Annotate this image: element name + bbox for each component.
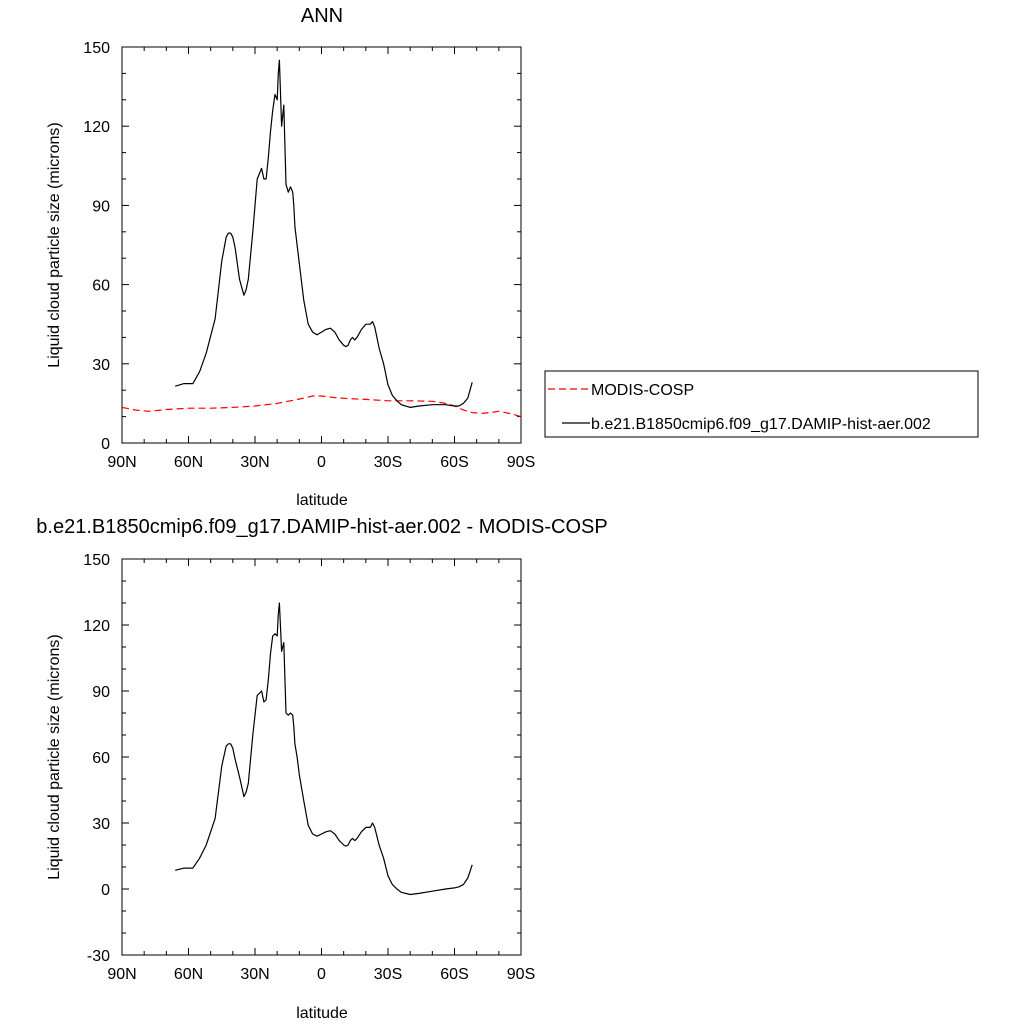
- top-x-axis-label: latitude: [296, 492, 348, 509]
- top-y-tick-label: 120: [83, 119, 110, 136]
- top-series-1-line: [175, 59, 473, 408]
- bottom-y-tick-label: 30: [92, 816, 110, 833]
- bottom-series-0-line: [175, 602, 473, 896]
- bottom-panel: b.e21.B1850cmip6.f09_g17.DAMIP-hist-aer.…: [36, 516, 607, 1022]
- bottom-y-tick-label: 60: [92, 750, 110, 767]
- top-x-tick-label: 0: [317, 454, 326, 471]
- bottom-y-tick-label: 90: [92, 684, 110, 701]
- legend-label-modis: MODIS-COSP: [591, 382, 694, 399]
- bottom-y-tick-label: -30: [87, 948, 110, 965]
- top-panel: ANN 90N 60N 30N 0 30S 60S 90S 0 30 60 90 120 150 lat…: [46, 5, 535, 509]
- bottom-x-tick-label: 30S: [374, 966, 402, 983]
- top-x-tick-label: 60S: [440, 454, 468, 471]
- bottom-plot-frame: [121, 558, 522, 956]
- top-y-tick-label: 0: [101, 436, 110, 453]
- bottom-x-tick-label: 60N: [174, 966, 203, 983]
- top-x-tick-label: 90S: [507, 454, 535, 471]
- top-y-axis-label: Liquid cloud particle size (microns): [46, 122, 63, 367]
- bottom-chart-title: b.e21.B1850cmip6.f09_g17.DAMIP-hist-aer.…: [36, 516, 607, 538]
- legend: MODIS-COSP b.e21.B1850cmip6.f09_g17.DAMI…: [544, 370, 979, 438]
- bottom-y-tick-label: 150: [83, 552, 110, 569]
- top-y-tick-label: 90: [92, 198, 110, 215]
- bottom-x-tick-label: 90N: [107, 966, 136, 983]
- top-y-tick-label: 30: [92, 357, 110, 374]
- top-x-tick-label: 30N: [240, 454, 269, 471]
- bottom-y-tick-label: 0: [101, 882, 110, 899]
- top-x-tick-label: 30S: [374, 454, 402, 471]
- top-y-tick-label: 60: [92, 278, 110, 295]
- top-x-tick-label: 90N: [107, 454, 136, 471]
- top-series-0-line: [121, 395, 522, 418]
- bottom-y-axis-label: Liquid cloud particle size (microns): [46, 634, 63, 879]
- bottom-x-tick-label: 60S: [440, 966, 468, 983]
- top-plot-frame: [121, 46, 522, 444]
- top-y-tick-label: 150: [83, 40, 110, 57]
- bottom-y-tick-label: 120: [83, 618, 110, 635]
- bottom-x-axis-label: latitude: [296, 1005, 348, 1022]
- top-chart-title: ANN: [301, 5, 343, 27]
- legend-box: [544, 370, 979, 438]
- bottom-plot-area: 90N 60N 30N 0 30S 60S 90S -30 0 30 60 90 120 150: [83, 552, 535, 983]
- legend-label-model: b.e21.B1850cmip6.f09_g17.DAMIP-hist-aer.…: [591, 416, 931, 433]
- top-plot-area: 90N 60N 30N 0 30S 60S 90S 0 30 60 90 120 150: [83, 40, 535, 471]
- top-x-tick-label: 60N: [174, 454, 203, 471]
- bottom-x-tick-label: 90S: [507, 966, 535, 983]
- bottom-x-tick-label: 30N: [240, 966, 269, 983]
- bottom-x-tick-label: 0: [317, 966, 326, 983]
